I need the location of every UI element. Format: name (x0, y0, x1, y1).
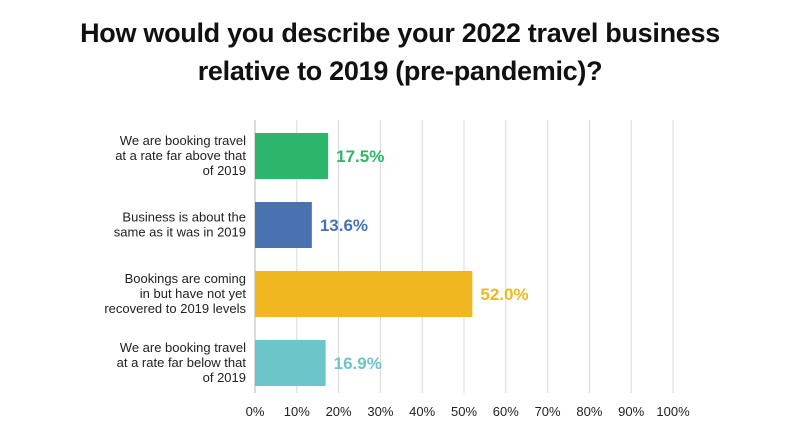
x-tick-label: 30% (367, 404, 393, 419)
x-tick-label: 70% (535, 404, 561, 419)
x-tick-label: 80% (576, 404, 602, 419)
bar (255, 271, 473, 317)
category-label-line: in but have not yet (140, 286, 247, 301)
x-tick-label: 0% (246, 404, 265, 419)
category-label: We are booking travel at a rate far below… (117, 340, 247, 385)
category-label-line: We are booking travel (120, 340, 246, 355)
data-label: 13.6% (320, 216, 368, 235)
x-tick-label: 50% (451, 404, 477, 419)
category-label-line: at a rate far above that (115, 148, 246, 163)
data-label: 16.9% (334, 354, 382, 373)
category-label-line: recovered to 2019 levels (104, 301, 246, 316)
chart-title-line-1: How would you describe your 2022 travel … (80, 18, 720, 48)
category-label-line: Business is about the (122, 210, 246, 225)
x-tick-label: 90% (618, 404, 644, 419)
category-label: Bookings are coming in but have not yet re… (104, 271, 246, 316)
data-label: 17.5% (336, 147, 384, 166)
bar (255, 133, 329, 179)
category-label-line: at a rate far below that (117, 355, 247, 370)
x-tick-label: 10% (284, 404, 310, 419)
x-tick-label: 40% (409, 404, 435, 419)
x-tick-label: 20% (326, 404, 352, 419)
x-tick-label: 100% (656, 404, 690, 419)
category-label-line: same as it was in 2019 (114, 225, 246, 240)
category-label: Business is about the same as it was in 2… (114, 210, 246, 240)
bar (255, 340, 326, 386)
category-label-line: of 2019 (203, 370, 246, 385)
category-label-line: Bookings are coming (125, 271, 246, 286)
category-label-line: We are booking travel (120, 133, 246, 148)
bar (255, 202, 312, 248)
chart-title-line-2: relative to 2019 (pre-pandemic)? (197, 56, 603, 86)
chart-title: How would you describe your 2022 travel … (0, 14, 800, 90)
x-tick-label: 60% (493, 404, 519, 419)
category-label: We are booking travel at a rate far above… (115, 133, 246, 178)
data-label: 52.0% (480, 285, 528, 304)
category-label-line: of 2019 (203, 163, 246, 178)
